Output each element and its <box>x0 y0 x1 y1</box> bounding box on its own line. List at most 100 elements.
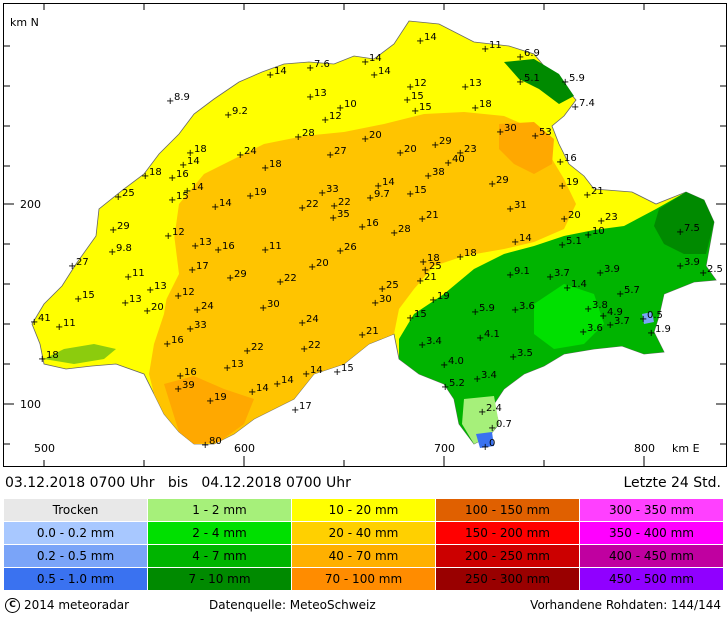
region-20-40mm <box>149 112 576 444</box>
grid-ticks <box>4 4 726 466</box>
station-marker: +18 <box>141 167 162 182</box>
station-value: 20 <box>316 258 329 269</box>
station-marker: +18 <box>261 159 282 174</box>
station-value: 6.9 <box>524 48 540 59</box>
station-value: 39 <box>182 380 195 391</box>
station-marker: +9.7 <box>366 189 390 204</box>
station-marker: +28 <box>390 224 411 239</box>
station-value: 40 <box>452 154 465 165</box>
station-value: 20 <box>404 144 417 155</box>
station-marker: +12 <box>406 78 427 93</box>
station-marker: +26 <box>336 242 357 257</box>
station-cross-icon: + <box>516 52 524 63</box>
station-value: 14 <box>378 66 391 77</box>
station-marker: +6.9 <box>516 48 540 63</box>
station-value: 4.0 <box>448 356 464 367</box>
region-40-70mm-east <box>499 122 554 174</box>
station-value: 19 <box>437 291 450 302</box>
period-bar: 03.12.2018 0700 Uhr bis 04.12.2018 0700 … <box>3 475 725 495</box>
lake-geneva <box>44 344 116 364</box>
station-value: 3.4 <box>426 336 442 347</box>
station-value: 33 <box>194 320 207 331</box>
station-cross-icon: + <box>571 102 579 113</box>
station-cross-icon: + <box>174 291 182 302</box>
station-cross-icon: + <box>481 442 489 453</box>
station-value: 14 <box>187 156 200 167</box>
station-cross-icon: + <box>418 214 426 225</box>
station-cross-icon: + <box>174 384 182 395</box>
station-value: 80 <box>209 436 222 447</box>
station-marker: +41 <box>30 313 51 328</box>
station-marker: +22 <box>300 340 321 355</box>
station-cross-icon: + <box>616 289 624 300</box>
station-value: 25 <box>386 280 399 291</box>
station-cross-icon: + <box>298 318 306 329</box>
station-marker: +14 <box>273 375 294 390</box>
station-value: 9.8 <box>116 243 132 254</box>
station-cross-icon: + <box>506 204 514 215</box>
station-cross-icon: + <box>403 95 411 106</box>
station-value: 13 <box>199 237 212 248</box>
x-tick-700: 700 <box>434 442 455 455</box>
station-cross-icon: + <box>558 181 566 192</box>
station-value: 18 <box>479 99 492 110</box>
station-value: 29 <box>117 221 130 232</box>
region-7-10mm-north <box>504 59 574 104</box>
station-cross-icon: + <box>308 262 316 273</box>
station-cross-icon: + <box>444 158 452 169</box>
station-marker: +20 <box>361 130 382 145</box>
station-value: 38 <box>432 167 445 178</box>
y-tick-100: 100 <box>20 398 41 411</box>
station-cross-icon: + <box>406 82 414 93</box>
x-tick-800: 800 <box>634 442 655 455</box>
station-cross-icon: + <box>396 148 404 159</box>
station-cross-icon: + <box>168 195 176 206</box>
station-marker: +33 <box>318 184 339 199</box>
station-value: 15 <box>419 102 432 113</box>
station-marker: +11 <box>481 40 502 55</box>
station-cross-icon: + <box>481 44 489 55</box>
station-cross-icon: + <box>556 157 564 168</box>
legend-entry: 200 - 250 mm <box>436 545 579 567</box>
station-value: 19 <box>566 177 579 188</box>
station-cross-icon: + <box>597 216 605 227</box>
precipitation-map: km N 200 100 500 600 700 800 km E +14 +11… <box>3 3 727 467</box>
station-cross-icon: + <box>166 96 174 107</box>
station-marker: +15 <box>406 185 427 200</box>
station-cross-icon: + <box>261 163 269 174</box>
station-cross-icon: + <box>583 190 591 201</box>
station-cross-icon: + <box>223 363 231 374</box>
station-value: 29 <box>234 269 247 280</box>
station-marker: +3.5 <box>509 348 533 363</box>
station-marker: +0.5 <box>639 310 663 325</box>
station-cross-icon: + <box>546 272 554 283</box>
station-value: 5.9 <box>569 73 585 84</box>
station-marker: +18 <box>471 99 492 114</box>
station-cross-icon: + <box>236 150 244 161</box>
station-marker: +19 <box>558 177 579 192</box>
station-values: +14+ 11+ 6.9+ 7.6 +14+ 14 +14+ 5.1 +5.9+ 12 +13+ 8.… <box>30 32 723 453</box>
station-value: 3.6 <box>587 323 603 334</box>
station-value: 19 <box>254 187 267 198</box>
station-value: 29 <box>439 136 452 147</box>
station-value: 14 <box>310 365 323 376</box>
station-value: 22 <box>306 199 319 210</box>
station-value: 21 <box>424 272 437 283</box>
station-marker: +21 <box>416 272 437 287</box>
footer: C 2014 meteoradar Datenquelle: MeteoSchwe… <box>3 598 725 616</box>
raw-data-count: Vorhandene Rohdaten: 144/144 <box>530 598 721 612</box>
station-cross-icon: + <box>378 284 386 295</box>
station-marker: +9.8 <box>108 243 132 258</box>
data-source: Datenquelle: MeteoSchweiz <box>209 598 376 612</box>
station-cross-icon: + <box>30 317 38 328</box>
station-value: 7.6 <box>314 59 330 70</box>
station-cross-icon: + <box>406 189 414 200</box>
station-marker: +16 <box>214 241 235 256</box>
station-marker: +15 <box>74 290 95 305</box>
station-marker: +14 <box>211 198 232 213</box>
station-marker: +14 <box>374 177 395 192</box>
station-marker: +16 <box>168 169 189 184</box>
station-marker: +16 <box>556 153 577 168</box>
station-cross-icon: + <box>411 106 419 117</box>
station-cross-icon: + <box>330 201 338 212</box>
